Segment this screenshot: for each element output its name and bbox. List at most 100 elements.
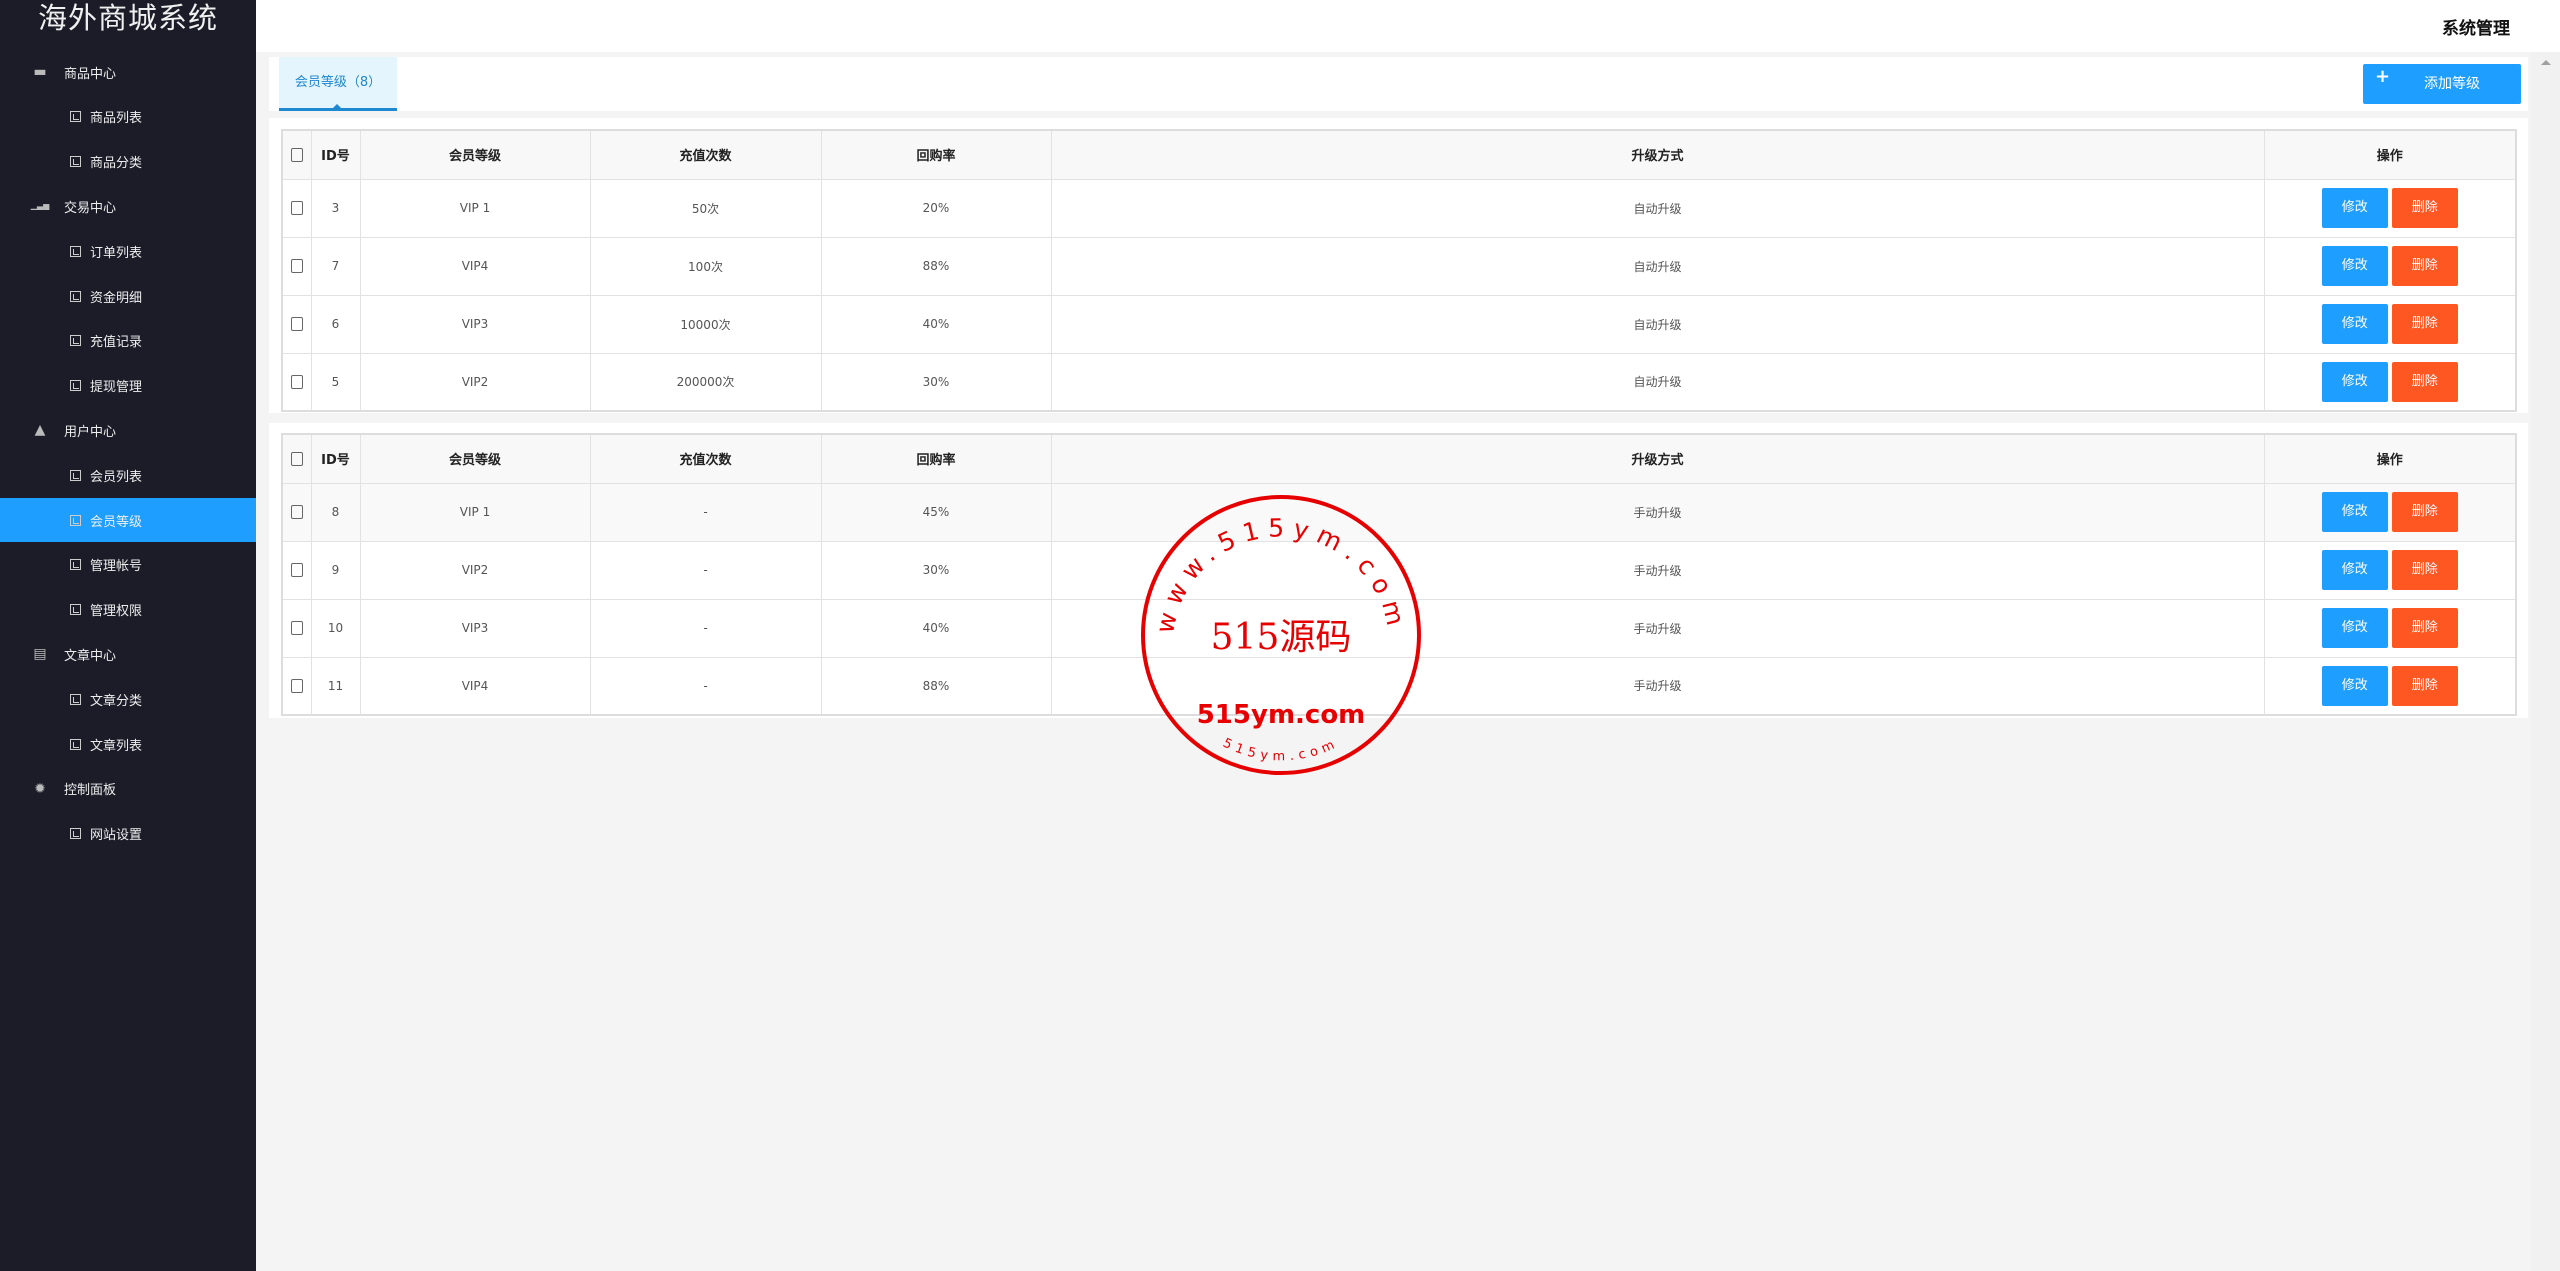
edit-button[interactable]: 修改: [2321, 492, 2388, 532]
row-checkbox[interactable]: [290, 201, 303, 216]
delete-button[interactable]: 删除: [2391, 304, 2458, 344]
cell-id: 6: [310, 294, 361, 354]
sidebar-item-0-0[interactable]: 商品列表: [0, 95, 256, 139]
cell-upgrade: 自动升级: [1050, 294, 2265, 354]
cell-level: VIP3: [359, 294, 591, 354]
edit-button[interactable]: 修改: [2321, 188, 2388, 228]
delete-button[interactable]: 删除: [2391, 492, 2458, 532]
delete-button[interactable]: 删除: [2391, 550, 2458, 590]
cell-upgrade: 手动升级: [1050, 540, 2265, 600]
tab-label: 会员等级（8）: [294, 75, 382, 90]
sidebar-item-1-0[interactable]: 订单列表: [0, 229, 256, 273]
delete-button[interactable]: 删除: [2391, 361, 2458, 402]
row-checkbox[interactable]: [290, 259, 303, 274]
cell-actions: 修改 删除: [2263, 178, 2517, 238]
image-icon: [70, 335, 81, 347]
cell-rate: 40%: [820, 294, 1052, 354]
system-management-menu[interactable]: 系统管理: [2442, 19, 2510, 39]
sidebar-item-2-0[interactable]: 会员列表: [0, 453, 256, 497]
sidebar-group-2[interactable]: ▲ 用户中心: [0, 408, 256, 452]
edit-button[interactable]: 修改: [2321, 361, 2388, 402]
select-cell: [281, 656, 312, 716]
sidebar-item-2-2[interactable]: 管理帐号: [0, 543, 256, 587]
table-row: 5 VIP2 200000次 30% 自动升级 修改 删除: [281, 352, 2517, 412]
tab-member-levels[interactable]: 会员等级（8）: [279, 57, 397, 111]
table-card-manual: ID号 会员等级 充值次数 回购率 升级方式 操作 8 VIP 1-45% 手动升级 修改 删除 9 V…: [269, 423, 2528, 718]
cell-actions: 修改 删除: [2263, 352, 2517, 412]
cell-id: 10: [310, 598, 361, 658]
select-cell: [281, 598, 312, 658]
edit-button[interactable]: 修改: [2321, 665, 2388, 706]
cell-id: 7: [310, 236, 361, 296]
row-checkbox[interactable]: [290, 505, 303, 520]
column-header: 升级方式: [1050, 129, 2265, 180]
app-title: 海外商城系统: [37, 1, 218, 35]
cell-level: VIP 1: [359, 482, 591, 542]
table-row: 9 VIP2-30% 手动升级 修改 删除: [281, 540, 2517, 600]
table-row: 7 VIP4 100次 88% 自动升级 修改 删除: [281, 236, 2517, 296]
column-header: 回购率: [820, 129, 1052, 180]
delete-button[interactable]: 删除: [2391, 246, 2458, 286]
delete-button[interactable]: 删除: [2391, 665, 2458, 706]
row-checkbox[interactable]: [290, 375, 303, 389]
edit-button[interactable]: 修改: [2321, 550, 2388, 590]
edit-button[interactable]: 修改: [2321, 608, 2388, 648]
select-all-checkbox[interactable]: [290, 147, 303, 162]
sidebar-item-1-3[interactable]: 提现管理: [0, 364, 256, 408]
sidebar-item-label: 管理权限: [90, 604, 143, 620]
table-header-row: ID号 会员等级 充值次数 回购率 升级方式 操作: [281, 129, 2517, 180]
row-checkbox[interactable]: [290, 621, 303, 636]
tab-bar: 会员等级（8） + 添加等级: [269, 57, 2528, 111]
cell-recharge: -: [589, 598, 822, 658]
cell-recharge: -: [589, 482, 822, 542]
cell-id: 9: [310, 540, 361, 600]
sidebar-group-label: 用户中心: [64, 424, 117, 440]
sidebar-item-2-1[interactable]: 会员等级: [0, 498, 256, 542]
stamp-arc-bottom: 515ym.com: [1220, 736, 1341, 764]
table-card-auto: ID号 会员等级 充值次数 回购率 升级方式 操作 3 VIP 1 50次 20% 自动升级 修改 删除…: [269, 118, 2528, 413]
sidebar-item-label: 资金明细: [90, 290, 143, 306]
cell-id: 3: [310, 178, 361, 238]
bar-chart-icon: ▁▃▅: [30, 201, 50, 211]
delete-button[interactable]: 删除: [2391, 188, 2458, 228]
sidebar-group-label: 交易中心: [64, 200, 117, 216]
add-level-label: 添加等级: [2424, 76, 2480, 92]
scroll-up-arrow-icon[interactable]: [2541, 60, 2551, 65]
sidebar-item-label: 充值记录: [90, 335, 143, 351]
sidebar-item-3-1[interactable]: 文章列表: [0, 722, 256, 766]
sidebar-group-4[interactable]: ✹ 控制面板: [0, 767, 256, 811]
image-icon: [70, 738, 81, 750]
cell-actions: 修改 删除: [2263, 294, 2517, 354]
row-checkbox[interactable]: [290, 563, 303, 578]
image-icon: [70, 469, 81, 481]
sidebar-item-4-0[interactable]: 网站设置: [0, 812, 256, 856]
cell-actions: 修改 删除: [2263, 236, 2517, 296]
sidebar-item-3-0[interactable]: 文章分类: [0, 677, 256, 721]
edit-button[interactable]: 修改: [2321, 246, 2388, 286]
select-all-checkbox[interactable]: [290, 451, 303, 466]
edit-button[interactable]: 修改: [2321, 304, 2388, 344]
scrollbar[interactable]: [2531, 52, 2560, 1271]
sidebar-item-1-2[interactable]: 充值记录: [0, 319, 256, 363]
image-icon: [70, 111, 81, 123]
add-level-button[interactable]: + 添加等级: [2363, 64, 2521, 104]
table-row: 11 VIP4-88% 手动升级 修改 删除: [281, 656, 2517, 716]
cell-upgrade: 自动升级: [1050, 236, 2265, 296]
cell-actions: 修改 删除: [2263, 656, 2517, 716]
plus-icon: +: [2375, 66, 2391, 87]
tab-active-caret: [333, 104, 341, 108]
table-header-row: ID号 会员等级 充值次数 回购率 升级方式 操作: [281, 433, 2517, 484]
sidebar-item-1-1[interactable]: 资金明细: [0, 274, 256, 318]
delete-button[interactable]: 删除: [2391, 608, 2458, 648]
sidebar-item-0-1[interactable]: 商品分类: [0, 140, 256, 184]
sidebar-item-2-3[interactable]: 管理权限: [0, 588, 256, 632]
sidebar-item-label: 文章列表: [90, 738, 143, 754]
cell-rate: 30%: [820, 352, 1052, 412]
cell-recharge: -: [589, 656, 822, 716]
column-header: 升级方式: [1050, 433, 2265, 484]
sidebar-group-0[interactable]: ▬ 商品中心: [0, 50, 256, 94]
sidebar-group-1[interactable]: ▁▃▅ 交易中心: [0, 184, 256, 228]
sidebar-group-3[interactable]: ▤ 文章中心: [0, 632, 256, 676]
row-checkbox[interactable]: [290, 317, 303, 332]
row-checkbox[interactable]: [290, 679, 303, 693]
